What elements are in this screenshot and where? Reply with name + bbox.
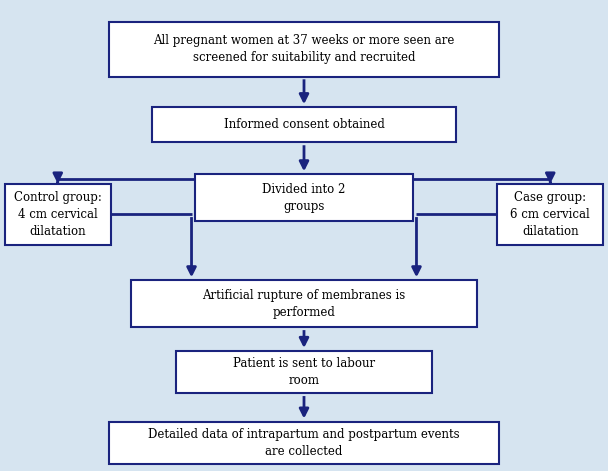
Text: Divided into 2
groups: Divided into 2 groups (262, 183, 346, 213)
Text: Detailed data of intrapartum and postpartum events
are collected: Detailed data of intrapartum and postpar… (148, 428, 460, 458)
Text: Case group:
6 cm cervical
dilatation: Case group: 6 cm cervical dilatation (510, 191, 590, 238)
Text: Artificial rupture of membranes is
performed: Artificial rupture of membranes is perfo… (202, 289, 406, 319)
FancyBboxPatch shape (195, 174, 413, 221)
Text: Control group:
4 cm cervical
dilatation: Control group: 4 cm cervical dilatation (14, 191, 102, 238)
FancyBboxPatch shape (176, 351, 432, 393)
FancyBboxPatch shape (131, 280, 477, 327)
Text: All pregnant women at 37 weeks or more seen are
screened for suitability and rec: All pregnant women at 37 weeks or more s… (153, 34, 455, 65)
FancyBboxPatch shape (497, 184, 603, 245)
FancyBboxPatch shape (5, 184, 111, 245)
FancyBboxPatch shape (109, 422, 499, 464)
Text: Patient is sent to labour
room: Patient is sent to labour room (233, 357, 375, 387)
FancyBboxPatch shape (109, 22, 499, 76)
FancyBboxPatch shape (152, 107, 456, 143)
Text: Informed consent obtained: Informed consent obtained (224, 118, 384, 131)
